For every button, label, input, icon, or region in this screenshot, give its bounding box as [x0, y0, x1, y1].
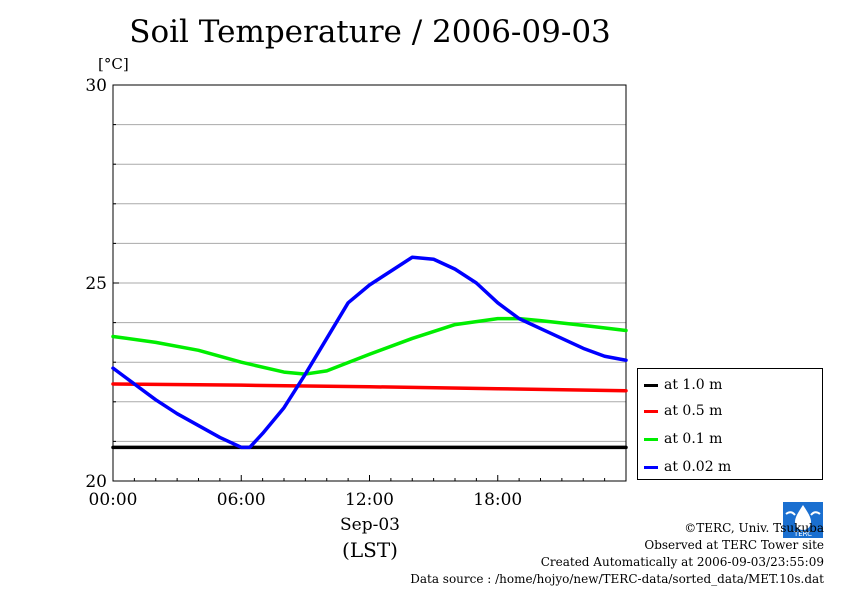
series-line-2 — [111, 316, 628, 376]
x-tick-label: 12:00 — [345, 490, 394, 510]
x-axis-date-label: Sep-03 — [340, 515, 400, 535]
chart-title: Soil Temperature / 2006-09-03 — [129, 14, 611, 50]
legend-item-002m: at 0.02 m — [644, 457, 731, 477]
series-line-1 — [111, 382, 628, 393]
series-lines — [111, 255, 628, 450]
footer-credits: ©TERC, Univ. Tsukuba Observed at TERC To… — [410, 520, 824, 588]
x-tick-label: 06:00 — [217, 490, 266, 510]
grid-lines — [113, 124, 626, 442]
y-axis-unit-label: [°C] — [98, 55, 129, 73]
y-tick-label: 25 — [85, 274, 107, 294]
legend: at 1.0 m at 0.5 m at 0.1 m at 0.02 m — [637, 368, 823, 480]
legend-label-002m: at 0.02 m — [664, 459, 732, 475]
legend-swatch-1m — [644, 383, 658, 387]
legend-label-05m: at 0.5 m — [664, 403, 723, 419]
data-source-text: Data source : /home/hojyo/new/TERC-data/… — [410, 572, 824, 586]
created-text: Created Automatically at 2006-09-03/23:5… — [540, 555, 824, 569]
copyright-text: ©TERC, Univ. Tsukuba — [684, 521, 824, 535]
legend-swatch-01m — [644, 437, 658, 441]
legend-swatch-002m — [644, 465, 658, 469]
legend-label-01m: at 0.1 m — [664, 431, 723, 447]
legend-item-01m: at 0.1 m — [644, 429, 722, 449]
terc-logo-icon: TERC — [783, 502, 823, 538]
legend-item-1m: at 1.0 m — [644, 375, 722, 395]
legend-swatch-05m — [644, 409, 658, 413]
series-line-3 — [111, 255, 628, 450]
y-tick-label: 30 — [85, 76, 107, 96]
legend-item-05m: at 0.5 m — [644, 401, 722, 421]
logo-text: TERC — [793, 530, 812, 538]
y-tick-label: 20 — [85, 472, 107, 492]
x-axis-timezone-label: (LST) — [342, 538, 398, 562]
x-tick-label: 00:00 — [89, 490, 138, 510]
x-tick-labels: 00:00 06:00 12:00 18:00 — [89, 475, 627, 510]
y-tick-labels: 20 25 30 — [85, 76, 119, 492]
observed-text: Observed at TERC Tower site — [644, 538, 824, 552]
x-tick-label: 18:00 — [473, 490, 522, 510]
legend-label-1m: at 1.0 m — [664, 377, 723, 393]
